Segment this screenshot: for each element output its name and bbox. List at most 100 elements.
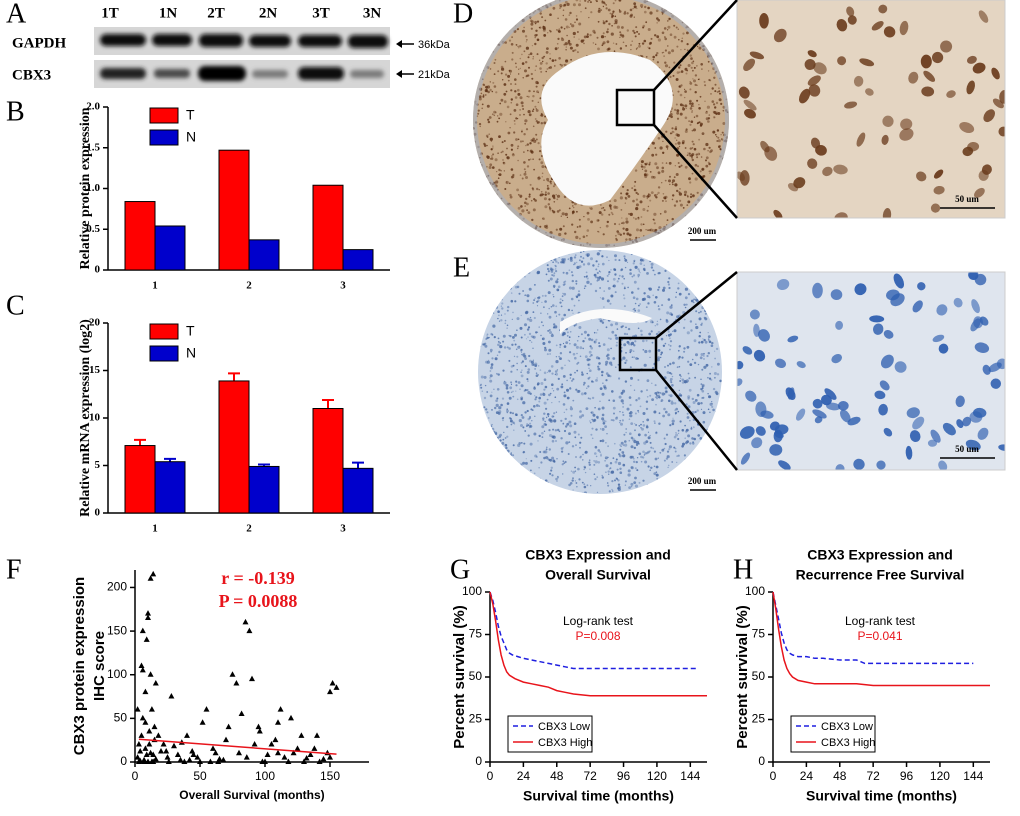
cell <box>708 340 712 344</box>
zoom-box <box>618 336 658 372</box>
cell <box>555 411 558 413</box>
cell <box>668 286 671 290</box>
cell <box>593 331 596 334</box>
cell <box>645 400 649 403</box>
nucleus <box>920 54 932 69</box>
cell <box>633 344 636 347</box>
cell <box>613 222 617 226</box>
cell <box>518 73 520 75</box>
cell <box>587 363 590 366</box>
cell <box>668 445 673 449</box>
nucleus <box>807 75 821 86</box>
cell <box>700 323 703 326</box>
cell <box>504 458 506 461</box>
cell <box>703 279 706 282</box>
cell <box>711 431 714 434</box>
cell <box>543 388 546 391</box>
cell <box>535 138 538 141</box>
cell <box>504 60 507 63</box>
cell <box>516 241 518 243</box>
point <box>203 706 210 712</box>
cell <box>526 378 529 381</box>
cell <box>691 10 694 13</box>
cell <box>619 422 621 424</box>
cell <box>654 325 656 327</box>
cell <box>560 64 563 67</box>
cell <box>654 250 657 252</box>
cell <box>555 280 559 284</box>
cell <box>700 214 702 216</box>
cell <box>510 98 513 101</box>
cell <box>517 159 519 162</box>
cell <box>673 264 676 266</box>
y-tick-label: 75 <box>469 627 483 641</box>
cell <box>710 21 713 24</box>
cell <box>698 34 701 37</box>
cell <box>553 415 555 418</box>
cell <box>556 288 560 292</box>
cell <box>547 192 550 195</box>
cell <box>572 210 575 213</box>
cell <box>698 104 700 106</box>
x-tick-label: 1 <box>152 280 158 292</box>
cell <box>489 29 492 31</box>
cell <box>517 92 521 96</box>
cell <box>678 38 680 41</box>
cell <box>483 474 487 478</box>
cell <box>599 226 602 229</box>
cell <box>646 396 649 398</box>
cell <box>704 340 708 344</box>
cell <box>610 32 614 36</box>
cell <box>568 336 571 339</box>
cell <box>564 460 567 464</box>
cell <box>535 108 538 110</box>
survival-curve <box>489 591 707 697</box>
cell <box>524 388 527 392</box>
cell <box>524 333 526 336</box>
cell <box>548 488 551 491</box>
point <box>135 741 142 747</box>
cell <box>660 392 662 394</box>
cell <box>499 36 502 38</box>
cell <box>664 64 669 68</box>
x-tick-label: 144 <box>680 769 700 783</box>
cell <box>475 221 480 225</box>
nucleus <box>826 402 841 411</box>
cell <box>577 389 581 393</box>
nucleus <box>804 59 816 70</box>
cell <box>481 103 484 106</box>
cell <box>629 455 633 459</box>
cell <box>561 333 565 337</box>
cell <box>708 114 711 116</box>
cell <box>510 101 513 104</box>
cell <box>691 358 694 361</box>
cell <box>700 10 704 14</box>
point <box>186 756 193 763</box>
cell <box>525 250 528 252</box>
cell <box>678 192 683 196</box>
cell <box>671 461 674 463</box>
cell <box>514 78 517 81</box>
cell <box>527 434 530 437</box>
cell <box>540 122 543 125</box>
point <box>220 756 227 763</box>
cell <box>669 230 672 233</box>
cell <box>721 138 724 141</box>
cell <box>586 229 590 232</box>
cell <box>521 209 525 213</box>
cell <box>701 386 704 388</box>
cell <box>486 335 488 337</box>
cell <box>639 405 642 408</box>
cell <box>588 461 591 464</box>
cell <box>587 218 590 221</box>
panel-label: E <box>453 252 470 283</box>
cell <box>481 480 483 482</box>
bands <box>100 34 388 81</box>
cell <box>552 254 556 258</box>
cell <box>500 319 503 322</box>
cell <box>619 0 622 2</box>
cell <box>490 425 493 427</box>
cell <box>682 468 686 472</box>
cell <box>590 257 593 261</box>
cell <box>596 36 599 39</box>
